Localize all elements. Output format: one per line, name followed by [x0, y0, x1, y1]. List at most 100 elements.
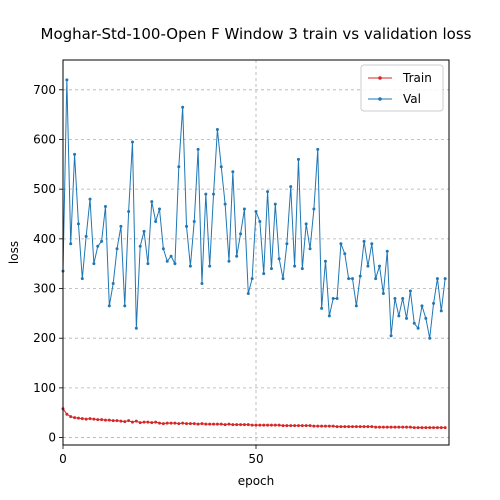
- point-val: [366, 264, 370, 268]
- y-tick-label: 300: [33, 282, 56, 296]
- point-train: [374, 425, 378, 429]
- point-train: [277, 423, 281, 427]
- point-val: [293, 264, 297, 268]
- point-train: [239, 423, 243, 427]
- point-val: [408, 289, 412, 293]
- point-train: [111, 419, 115, 423]
- point-train: [242, 423, 246, 427]
- ticks: 0 100 200 300 400 500 600 700 0 50: [33, 83, 264, 466]
- point-val: [80, 277, 84, 281]
- point-train: [266, 423, 270, 427]
- point-val: [358, 274, 362, 278]
- point-val: [397, 314, 401, 318]
- y-axis-label: loss: [7, 241, 21, 264]
- point-train: [130, 420, 134, 424]
- point-val: [412, 321, 416, 325]
- point-val: [223, 202, 227, 206]
- point-val: [393, 296, 397, 300]
- point-train: [385, 425, 389, 429]
- point-train: [351, 425, 354, 429]
- point-train: [134, 419, 138, 423]
- point-val: [320, 306, 324, 310]
- point-val: [285, 242, 289, 246]
- point-val: [231, 170, 235, 174]
- point-train: [158, 421, 161, 425]
- series-line-train: [62, 408, 446, 429]
- point-train: [285, 424, 289, 428]
- point-val: [435, 277, 439, 281]
- point-train: [269, 423, 273, 427]
- point-train: [312, 424, 316, 428]
- point-train: [412, 426, 416, 430]
- point-val: [208, 264, 212, 268]
- point-train: [320, 424, 324, 428]
- point-val: [385, 249, 389, 253]
- y-tick-label: 200: [33, 331, 56, 345]
- point-train: [154, 420, 158, 424]
- legend: Train Val: [360, 64, 444, 112]
- point-train: [119, 419, 123, 423]
- point-val: [161, 247, 165, 251]
- x-tick-label: 0: [59, 452, 67, 466]
- y-tick-label: 0: [48, 431, 56, 445]
- point-val: [405, 316, 409, 320]
- point-val: [378, 264, 382, 268]
- point-val: [428, 336, 432, 340]
- point-train: [127, 419, 131, 423]
- point-val: [239, 232, 243, 236]
- point-train: [181, 421, 185, 425]
- point-train: [381, 425, 385, 429]
- point-train: [316, 424, 320, 428]
- y-tick-label: 500: [33, 182, 56, 196]
- point-train: [76, 416, 80, 420]
- point-val: [154, 219, 158, 223]
- point-val: [258, 219, 262, 223]
- point-train: [223, 423, 227, 427]
- point-train: [196, 422, 200, 426]
- point-train: [165, 421, 169, 425]
- point-val: [227, 259, 231, 263]
- point-train: [435, 426, 439, 430]
- point-val: [424, 316, 428, 320]
- point-train: [107, 418, 111, 422]
- point-train: [323, 424, 327, 428]
- point-train: [219, 422, 223, 426]
- grid: [62, 60, 449, 445]
- point-train: [250, 423, 254, 427]
- point-train: [366, 425, 370, 429]
- y-tick-label: 700: [33, 83, 56, 97]
- point-train: [142, 420, 146, 424]
- point-train: [439, 426, 443, 430]
- point-train: [204, 422, 208, 426]
- point-val: [130, 140, 134, 144]
- point-val: [169, 254, 173, 258]
- point-val: [103, 205, 107, 209]
- point-val: [188, 264, 192, 268]
- point-val: [119, 224, 123, 228]
- point-train: [227, 422, 231, 426]
- point-train: [339, 425, 343, 429]
- point-val: [111, 282, 115, 286]
- point-val: [158, 207, 161, 211]
- point-val: [262, 272, 266, 276]
- point-train: [300, 424, 304, 428]
- point-val: [269, 267, 273, 271]
- point-train: [378, 425, 382, 429]
- point-val: [242, 207, 246, 211]
- point-val: [69, 242, 73, 246]
- point-val: [351, 277, 354, 281]
- point-val: [323, 259, 327, 263]
- point-val: [389, 334, 393, 338]
- point-val: [416, 326, 420, 330]
- point-train: [389, 425, 393, 429]
- point-val: [250, 277, 254, 281]
- point-val: [374, 277, 378, 281]
- point-train: [123, 420, 127, 424]
- point-val: [115, 247, 119, 251]
- point-train: [235, 423, 239, 427]
- point-val: [254, 210, 258, 214]
- point-train: [65, 412, 69, 416]
- point-train: [304, 424, 308, 428]
- y-tick-label: 400: [33, 232, 56, 246]
